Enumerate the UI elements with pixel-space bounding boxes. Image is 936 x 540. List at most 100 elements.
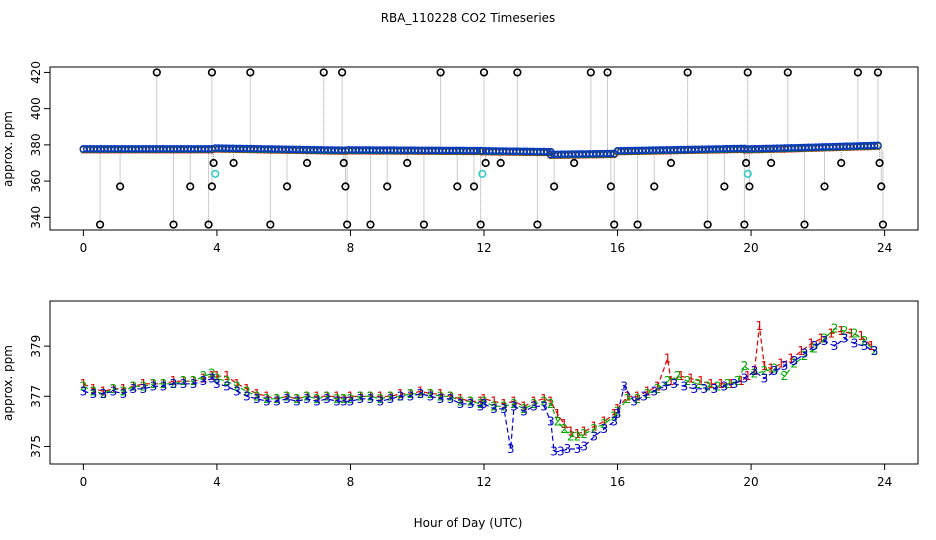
baseline-point bbox=[331, 146, 339, 154]
data-point bbox=[479, 68, 489, 77]
series-marker: 3 bbox=[150, 379, 158, 393]
data-point bbox=[603, 68, 612, 77]
series-marker: 2 bbox=[741, 359, 749, 373]
series-marker: 2 bbox=[831, 322, 839, 336]
series-marker: 2 bbox=[233, 379, 241, 393]
series-marker: 1 bbox=[313, 389, 321, 403]
series-marker: 3 bbox=[100, 387, 108, 401]
baseline-point bbox=[648, 146, 657, 154]
series-marker: 1 bbox=[727, 377, 735, 391]
baseline-point bbox=[627, 146, 636, 155]
series-marker: 3 bbox=[477, 399, 485, 413]
baseline-point bbox=[684, 145, 692, 154]
baseline-point bbox=[652, 146, 661, 154]
baseline-point bbox=[334, 146, 343, 154]
series-marker: 1 bbox=[437, 387, 445, 401]
series-marker: 1 bbox=[574, 427, 582, 441]
data-point bbox=[720, 182, 729, 191]
series-marker: 3 bbox=[200, 374, 208, 388]
series-marker: 3 bbox=[80, 384, 88, 398]
baseline-point bbox=[715, 145, 724, 153]
baseline-point bbox=[773, 144, 781, 153]
series-marker: 1 bbox=[827, 327, 835, 341]
series-marker: 3 bbox=[480, 397, 488, 411]
series-marker: 2 bbox=[387, 389, 395, 403]
x-tick-label: 4 bbox=[213, 241, 221, 255]
baseline-point bbox=[589, 149, 597, 158]
series-marker: 2 bbox=[634, 392, 642, 406]
series-marker: 3 bbox=[347, 394, 355, 408]
series-marker: 2 bbox=[467, 394, 475, 408]
series-marker: 1 bbox=[130, 379, 138, 393]
series-marker: 3 bbox=[208, 372, 216, 386]
data-point bbox=[703, 220, 712, 229]
series-marker: 3 bbox=[377, 394, 385, 408]
series-marker: 1 bbox=[677, 369, 685, 383]
baseline-point bbox=[229, 144, 237, 153]
series-marker: 3 bbox=[387, 392, 395, 406]
data-point bbox=[610, 220, 619, 229]
baseline-point bbox=[253, 144, 262, 153]
top-x-axis: 0 4 8 12 16 20 24 bbox=[80, 230, 892, 255]
series-marker: 2 bbox=[567, 429, 575, 443]
series-marker: 1 bbox=[397, 387, 405, 401]
series-marker: 2 bbox=[821, 332, 829, 346]
series-marker: 2 bbox=[480, 394, 488, 408]
series-marker: 2 bbox=[313, 392, 321, 406]
series-marker: 3 bbox=[841, 332, 849, 346]
series-marker: 2 bbox=[340, 392, 348, 406]
baseline-point bbox=[874, 141, 882, 150]
series-marker: 1 bbox=[490, 394, 498, 408]
series-marker: 3 bbox=[701, 382, 709, 396]
x-tick-label: 8 bbox=[347, 475, 355, 489]
series-marker: 2 bbox=[377, 392, 385, 406]
baseline-point bbox=[222, 144, 230, 153]
data-point bbox=[820, 182, 829, 191]
series-marker: 1 bbox=[223, 369, 231, 383]
series-marker: 1 bbox=[554, 407, 562, 421]
baseline-point bbox=[260, 145, 269, 153]
baseline-point bbox=[257, 145, 265, 153]
baseline-point bbox=[306, 145, 315, 154]
series-marker: 2 bbox=[674, 369, 682, 383]
series-marker: 1 bbox=[867, 339, 875, 353]
series-marker: 2 bbox=[213, 372, 221, 386]
data-point bbox=[209, 158, 218, 168]
baseline-point bbox=[561, 150, 569, 158]
series-marker: 3 bbox=[801, 347, 809, 361]
data-point bbox=[683, 68, 692, 77]
baseline-point bbox=[670, 145, 678, 154]
baseline-point bbox=[733, 144, 742, 153]
series-marker: 3 bbox=[564, 442, 572, 456]
baseline-point bbox=[698, 145, 706, 153]
series-marker: 3 bbox=[771, 364, 779, 378]
series-marker: 3 bbox=[680, 379, 688, 393]
series-marker: 1 bbox=[697, 374, 705, 388]
series-marker: 3 bbox=[610, 414, 618, 428]
data-point bbox=[800, 220, 809, 229]
series-marker: 2 bbox=[771, 362, 779, 376]
baseline-point bbox=[292, 145, 300, 154]
series-marker: 2 bbox=[500, 399, 508, 413]
y-tick-label: 360 bbox=[29, 170, 43, 193]
data-point bbox=[853, 68, 863, 77]
baseline-point bbox=[663, 146, 671, 154]
x-tick-label: 20 bbox=[743, 241, 758, 255]
series-marker: 3 bbox=[447, 392, 455, 406]
series-marker: 3 bbox=[313, 394, 321, 408]
series-marker: 3 bbox=[110, 384, 118, 398]
baseline-point bbox=[578, 150, 587, 158]
baseline-point bbox=[641, 146, 650, 155]
series-marker: 1 bbox=[80, 377, 88, 391]
baseline-point bbox=[302, 145, 311, 154]
series-marker: 2 bbox=[644, 387, 652, 401]
series-marker: 2 bbox=[574, 429, 582, 443]
x-tick-label: 16 bbox=[610, 475, 625, 489]
baseline-point bbox=[288, 145, 297, 154]
series-marker: 2 bbox=[600, 417, 608, 431]
baseline-point bbox=[751, 144, 760, 153]
series-marker: 3 bbox=[614, 407, 622, 421]
series-marker: 2 bbox=[357, 389, 365, 403]
series-marker: 3 bbox=[130, 382, 138, 396]
